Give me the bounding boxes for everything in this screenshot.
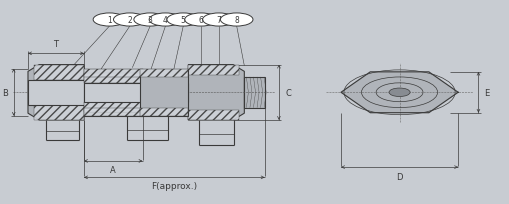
Polygon shape bbox=[244, 78, 265, 108]
Polygon shape bbox=[28, 65, 84, 120]
Polygon shape bbox=[84, 69, 143, 78]
Circle shape bbox=[114, 14, 146, 27]
Polygon shape bbox=[140, 69, 188, 116]
Polygon shape bbox=[188, 65, 244, 120]
Circle shape bbox=[149, 14, 182, 27]
Text: 5: 5 bbox=[181, 16, 186, 25]
Circle shape bbox=[93, 14, 126, 27]
Polygon shape bbox=[341, 72, 458, 113]
Text: F(approx.): F(approx.) bbox=[151, 182, 197, 191]
Circle shape bbox=[134, 14, 166, 27]
Polygon shape bbox=[140, 69, 188, 78]
Text: 6: 6 bbox=[199, 16, 204, 25]
Polygon shape bbox=[34, 65, 84, 81]
Text: 4: 4 bbox=[163, 16, 168, 25]
Text: 7: 7 bbox=[216, 16, 221, 25]
Polygon shape bbox=[84, 84, 188, 102]
Circle shape bbox=[185, 14, 217, 27]
Circle shape bbox=[220, 14, 253, 27]
Text: T: T bbox=[53, 40, 59, 49]
Text: 8: 8 bbox=[234, 16, 239, 25]
Text: C: C bbox=[285, 88, 291, 97]
Text: 1: 1 bbox=[107, 16, 112, 25]
Polygon shape bbox=[140, 108, 188, 116]
Text: D: D bbox=[397, 172, 403, 181]
Text: 2: 2 bbox=[127, 16, 132, 25]
Polygon shape bbox=[84, 69, 188, 116]
Circle shape bbox=[389, 89, 410, 97]
Text: B: B bbox=[2, 88, 8, 97]
Polygon shape bbox=[84, 108, 143, 116]
Circle shape bbox=[167, 14, 200, 27]
Text: 3: 3 bbox=[148, 16, 153, 25]
Text: E: E bbox=[485, 88, 490, 97]
Polygon shape bbox=[188, 65, 239, 75]
Polygon shape bbox=[84, 102, 188, 112]
Polygon shape bbox=[188, 110, 239, 120]
Text: A: A bbox=[110, 165, 116, 174]
Polygon shape bbox=[34, 105, 84, 120]
Polygon shape bbox=[28, 81, 84, 105]
Polygon shape bbox=[84, 73, 188, 84]
Circle shape bbox=[203, 14, 235, 27]
Polygon shape bbox=[84, 73, 188, 112]
